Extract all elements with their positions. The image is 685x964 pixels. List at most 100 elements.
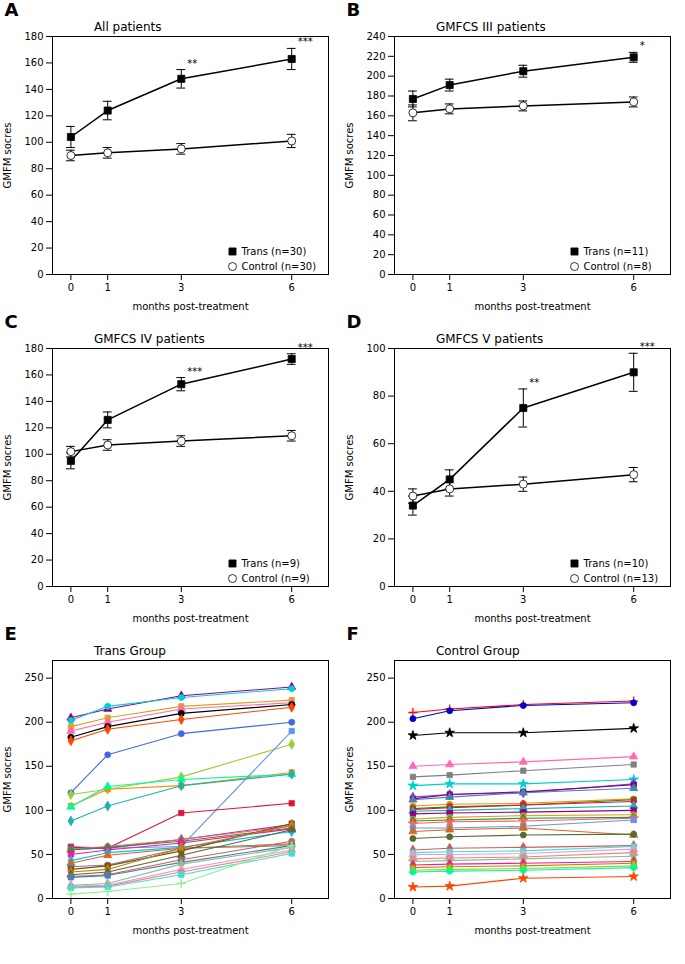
svg-text:D: D [347, 312, 362, 332]
svg-text:50: 50 [373, 849, 386, 860]
svg-text:250: 250 [366, 672, 385, 683]
svg-text:160: 160 [24, 57, 43, 68]
svg-text:***: *** [298, 342, 313, 353]
svg-text:40: 40 [373, 229, 386, 240]
svg-text:0: 0 [379, 269, 385, 280]
svg-text:40: 40 [31, 216, 44, 227]
svg-text:Trans (n=30): Trans (n=30) [241, 246, 307, 257]
svg-text:GMFM socres: GMFM socres [2, 434, 13, 500]
svg-text:GMFM socres: GMFM socres [344, 434, 355, 500]
svg-text:3: 3 [520, 906, 526, 917]
svg-text:80: 80 [373, 189, 386, 200]
svg-text:1: 1 [105, 594, 111, 605]
svg-text:100: 100 [366, 805, 385, 816]
svg-text:60: 60 [373, 209, 386, 220]
svg-text:6: 6 [631, 594, 637, 605]
svg-text:20: 20 [31, 242, 44, 253]
svg-text:3: 3 [178, 906, 184, 917]
svg-text:C: C [5, 312, 18, 332]
svg-text:100: 100 [366, 170, 385, 181]
svg-text:0: 0 [379, 893, 385, 904]
svg-text:***: *** [298, 36, 313, 47]
svg-text:120: 120 [24, 110, 43, 121]
svg-text:Trans (n=10): Trans (n=10) [583, 558, 649, 569]
svg-text:140: 140 [24, 84, 43, 95]
svg-text:0: 0 [37, 581, 43, 592]
svg-text:1: 1 [105, 906, 111, 917]
svg-text:0: 0 [410, 594, 416, 605]
svg-text:80: 80 [31, 163, 44, 174]
svg-text:200: 200 [24, 716, 43, 727]
svg-text:6: 6 [289, 594, 295, 605]
svg-text:80: 80 [31, 475, 44, 486]
svg-text:80: 80 [373, 390, 386, 401]
svg-text:0: 0 [68, 906, 74, 917]
svg-text:1: 1 [105, 282, 111, 293]
svg-text:0: 0 [410, 906, 416, 917]
svg-text:250: 250 [24, 672, 43, 683]
svg-text:Control (n=9): Control (n=9) [242, 573, 310, 584]
svg-text:60: 60 [31, 189, 44, 200]
svg-text:160: 160 [24, 369, 43, 380]
svg-text:months post-treatment: months post-treatment [132, 925, 248, 936]
svg-text:0: 0 [410, 282, 416, 293]
svg-text:B: B [347, 0, 361, 20]
svg-text:GMFM socres: GMFM socres [2, 746, 13, 812]
svg-text:3: 3 [178, 282, 184, 293]
svg-text:140: 140 [366, 130, 385, 141]
svg-text:3: 3 [520, 594, 526, 605]
svg-text:GMFCS III patients: GMFCS III patients [436, 20, 546, 34]
svg-text:150: 150 [24, 760, 43, 771]
svg-text:GMFM socres: GMFM socres [344, 122, 355, 188]
svg-text:*: * [640, 40, 645, 51]
svg-text:GMFM socres: GMFM socres [2, 122, 13, 188]
svg-text:Trans (n=11): Trans (n=11) [583, 246, 649, 257]
svg-text:120: 120 [24, 422, 43, 433]
svg-text:months post-treatment: months post-treatment [474, 301, 590, 312]
svg-text:3: 3 [178, 594, 184, 605]
svg-text:60: 60 [31, 501, 44, 512]
svg-text:50: 50 [31, 849, 44, 860]
svg-text:160: 160 [366, 110, 385, 121]
svg-text:0: 0 [68, 282, 74, 293]
svg-text:6: 6 [289, 282, 295, 293]
svg-text:180: 180 [366, 90, 385, 101]
svg-text:months post-treatment: months post-treatment [474, 925, 590, 936]
svg-text:180: 180 [24, 31, 43, 42]
svg-text:100: 100 [24, 805, 43, 816]
svg-text:140: 140 [24, 396, 43, 407]
svg-text:180: 180 [24, 343, 43, 354]
svg-text:**: ** [187, 58, 197, 69]
svg-text:0: 0 [37, 893, 43, 904]
svg-text:1: 1 [447, 906, 453, 917]
svg-text:Control Group: Control Group [436, 644, 520, 658]
svg-text:Control (n=8): Control (n=8) [584, 261, 652, 272]
svg-text:All patients: All patients [94, 20, 162, 34]
svg-text:200: 200 [366, 70, 385, 81]
svg-text:240: 240 [366, 31, 385, 42]
svg-text:months post-treatment: months post-treatment [132, 613, 248, 624]
svg-text:Control (n=30): Control (n=30) [242, 261, 317, 272]
svg-text:120: 120 [366, 150, 385, 161]
svg-text:60: 60 [373, 438, 386, 449]
svg-text:months post-treatment: months post-treatment [474, 613, 590, 624]
svg-text:20: 20 [31, 554, 44, 565]
svg-text:6: 6 [289, 906, 295, 917]
svg-text:F: F [347, 624, 359, 644]
svg-text:A: A [5, 0, 19, 20]
svg-text:GMFCS V patients: GMFCS V patients [436, 332, 543, 346]
svg-text:Trans (n=9): Trans (n=9) [241, 558, 301, 569]
svg-text:***: *** [640, 341, 655, 352]
svg-text:100: 100 [24, 448, 43, 459]
svg-text:months post-treatment: months post-treatment [132, 301, 248, 312]
svg-text:40: 40 [373, 486, 386, 497]
svg-text:E: E [5, 624, 17, 644]
svg-text:0: 0 [37, 269, 43, 280]
svg-text:150: 150 [366, 760, 385, 771]
svg-text:3: 3 [520, 282, 526, 293]
svg-text:100: 100 [366, 343, 385, 354]
svg-text:1: 1 [447, 282, 453, 293]
svg-text:100: 100 [24, 136, 43, 147]
svg-text:GMFCS IV patients: GMFCS IV patients [94, 332, 205, 346]
svg-text:1: 1 [447, 594, 453, 605]
